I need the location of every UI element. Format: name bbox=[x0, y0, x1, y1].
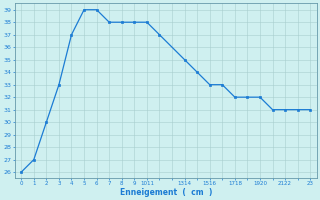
X-axis label: Enneigement  (  cm  ): Enneigement ( cm ) bbox=[120, 188, 212, 197]
